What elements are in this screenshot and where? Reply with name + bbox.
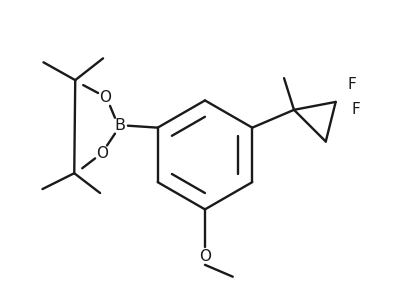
Text: O: O [99, 90, 111, 105]
Text: B: B [114, 118, 125, 133]
Text: O: O [96, 146, 108, 161]
Text: O: O [198, 249, 211, 264]
Text: F: F [350, 102, 359, 117]
Text: F: F [346, 77, 355, 92]
